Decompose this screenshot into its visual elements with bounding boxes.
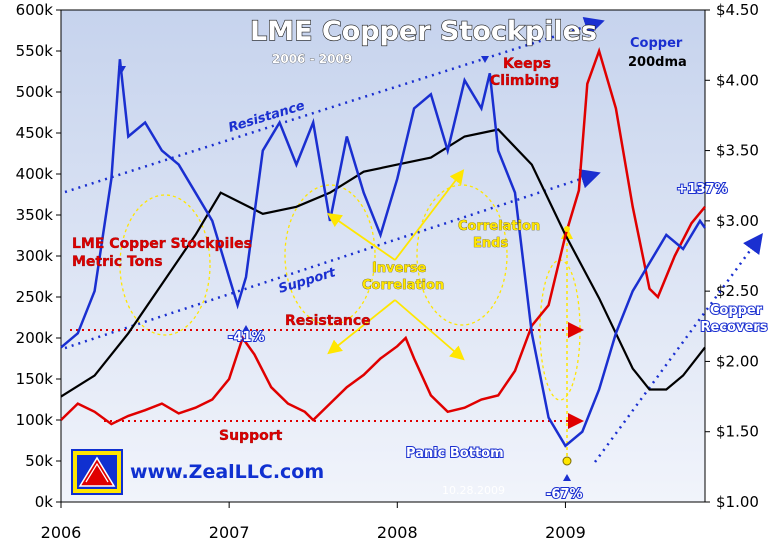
trough-marker-2007 bbox=[242, 325, 250, 332]
label-inverse-2: Correlation bbox=[362, 278, 444, 293]
inverse-correlation-arrows bbox=[327, 169, 465, 361]
series-line-200dma bbox=[60, 128, 706, 398]
right-tick-label: $2.00 bbox=[716, 352, 759, 370]
left-tick-label: 150k bbox=[16, 370, 54, 388]
left-tick-label: 0k bbox=[35, 493, 54, 511]
label-corr-ends-1: Correlation bbox=[458, 219, 540, 234]
series-line-lme-stockpiles bbox=[60, 46, 706, 426]
correlation-end-dot bbox=[564, 226, 570, 232]
label-keeps-climbing-2: Climbing bbox=[490, 73, 559, 89]
left-tick-label: 350k bbox=[16, 206, 54, 224]
label-red-support: Support bbox=[219, 428, 283, 444]
left-tick-label: 300k bbox=[16, 247, 54, 265]
x-tick-label: 2007 bbox=[209, 523, 250, 542]
right-tick-label: $3.00 bbox=[716, 212, 759, 230]
right-axis: $1.00 $1.50 $2.00 $2.50 $3.00 $3.50 $4.00 $4.50 bbox=[705, 1, 759, 511]
label-lme-2: Metric Tons bbox=[72, 254, 163, 270]
label-panic-bottom: Panic Bottom bbox=[406, 446, 504, 461]
left-tick-label: 500k bbox=[16, 83, 54, 101]
left-tick-label: 50k bbox=[25, 452, 53, 470]
label-pct-41: -41% bbox=[228, 330, 265, 345]
peak-marker-2008 bbox=[481, 56, 489, 63]
left-tick-label: 400k bbox=[16, 165, 54, 183]
chart-subtitle: 2006 - 2009 bbox=[272, 52, 352, 66]
right-tick-label: $1.50 bbox=[716, 423, 759, 441]
left-tick-label: 600k bbox=[16, 1, 54, 19]
blue-resistance-line bbox=[64, 17, 605, 194]
x-axis: 2006 2007 2008 2009 bbox=[41, 502, 586, 542]
label-pct-137: +137% bbox=[676, 182, 727, 197]
label-pct-67: -67% bbox=[546, 487, 583, 502]
label-recovers-2: Recovers bbox=[701, 320, 768, 335]
trough-marker-2009 bbox=[563, 474, 571, 481]
right-tick-label: $4.50 bbox=[716, 1, 759, 19]
left-tick-label: 100k bbox=[16, 411, 54, 429]
x-tick-label: 2009 bbox=[545, 523, 586, 542]
right-tick-label: $2.50 bbox=[716, 282, 759, 300]
series-line-copper bbox=[60, 59, 707, 448]
label-copper: Copper bbox=[630, 36, 683, 51]
label-inverse-1: Inverse bbox=[372, 261, 427, 276]
peak-marker-2006 bbox=[118, 66, 126, 73]
x-tick-label: 2006 bbox=[41, 523, 82, 542]
date-stamp: 10.28.2009 bbox=[442, 484, 505, 497]
trend-lines bbox=[64, 17, 763, 463]
label-recovers-1: Copper bbox=[710, 303, 763, 318]
left-tick-label: 200k bbox=[16, 329, 54, 347]
point-markers bbox=[118, 56, 572, 481]
left-axis: 0k 50k 100k 150k 200k 250k 300k 350k 400k 450k 500… bbox=[16, 1, 61, 511]
zeal-logo bbox=[71, 449, 123, 495]
panic-bottom-dot bbox=[562, 456, 572, 466]
blue-recovery-line bbox=[593, 232, 763, 463]
right-tick-label: $4.00 bbox=[716, 71, 759, 89]
label-lme-1: LME Copper Stockpiles bbox=[72, 236, 252, 252]
right-tick-label: $1.00 bbox=[716, 493, 759, 511]
left-tick-label: 450k bbox=[16, 124, 54, 142]
plot-area bbox=[60, 9, 706, 503]
label-corr-ends-2: Ends bbox=[473, 236, 508, 251]
left-tick-label: 550k bbox=[16, 42, 54, 60]
chart-title: LME Copper Stockpiles bbox=[250, 16, 597, 47]
x-tick-label: 2008 bbox=[377, 523, 418, 542]
label-keeps-climbing-1: Keeps bbox=[503, 56, 551, 72]
left-tick-label: 250k bbox=[16, 288, 54, 306]
right-tick-label: $3.50 bbox=[716, 142, 759, 160]
website-url: www.ZealLLC.com bbox=[130, 461, 324, 483]
label-red-resistance: Resistance bbox=[285, 313, 371, 329]
label-200dma: 200dma bbox=[628, 55, 687, 70]
